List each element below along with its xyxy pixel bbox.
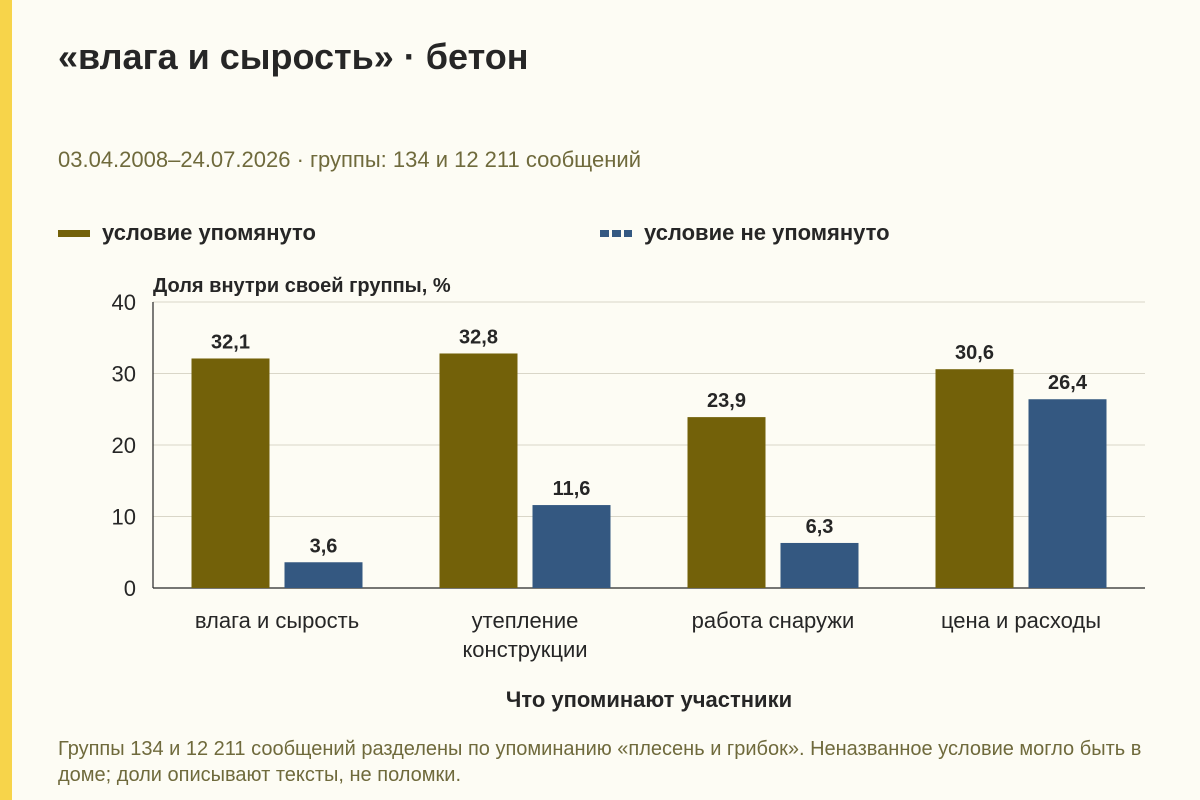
x-tick-label: конструкции bbox=[462, 637, 587, 662]
x-tick-label: цена и расходы bbox=[941, 608, 1101, 633]
bar-value-label: 26,4 bbox=[1048, 372, 1088, 394]
bar-not-mentioned bbox=[284, 562, 363, 588]
y-tick-label: 20 bbox=[112, 433, 136, 458]
legend-item-not-mentioned: условие не упомянуто bbox=[600, 218, 890, 248]
bar-value-label: 6,3 bbox=[806, 516, 834, 538]
bar-value-label: 32,8 bbox=[459, 326, 498, 348]
bar-mentioned bbox=[935, 369, 1014, 588]
bar-not-mentioned bbox=[1028, 399, 1107, 588]
legend-swatch-not-mentioned bbox=[600, 229, 632, 237]
y-tick-label: 10 bbox=[112, 505, 136, 530]
y-tick-label: 30 bbox=[112, 362, 136, 387]
x-tick-label: работа снаружи bbox=[692, 608, 855, 633]
bar-value-label: 32,1 bbox=[211, 331, 250, 353]
y-tick-label: 0 bbox=[124, 576, 136, 601]
bar-value-label: 23,9 bbox=[707, 390, 746, 412]
bar-chart: 0 10 20 30 40 Доля внутри своей группы, % 32,1… bbox=[112, 275, 1145, 712]
bar-mentioned bbox=[439, 353, 518, 588]
legend-label-not-mentioned: условие не упомянуто bbox=[644, 220, 890, 245]
bar-mentioned bbox=[687, 417, 766, 588]
y-axis-label: Доля внутри своей группы, % bbox=[153, 275, 451, 297]
bar-mentioned bbox=[191, 358, 270, 588]
bar-value-label: 3,6 bbox=[310, 535, 338, 557]
x-tick-label: утепление bbox=[472, 608, 579, 633]
x-axis-label: Что упоминают участники bbox=[506, 687, 792, 712]
legend-item-mentioned: условие упомянуто bbox=[58, 218, 316, 248]
legend-swatch-mentioned bbox=[58, 229, 90, 237]
bar-value-label: 11,6 bbox=[553, 478, 591, 500]
x-tick-label: влага и сырость bbox=[195, 608, 359, 633]
accent-bar bbox=[0, 0, 12, 800]
bar-value-label: 30,6 bbox=[955, 342, 994, 364]
bar-not-mentioned bbox=[532, 505, 611, 588]
chart-subtitle: 03.04.2008–24.07.2026 · группы: 134 и 12… bbox=[58, 147, 641, 172]
legend-label-mentioned: условие упомянуто bbox=[102, 220, 316, 245]
bar-not-mentioned bbox=[780, 542, 859, 588]
chart-title: «влага и сырость» · бетон bbox=[58, 36, 529, 77]
y-tick-label: 40 bbox=[112, 290, 136, 315]
footnote: Группы 134 и 12 211 сообщений разделены … bbox=[58, 738, 1142, 786]
